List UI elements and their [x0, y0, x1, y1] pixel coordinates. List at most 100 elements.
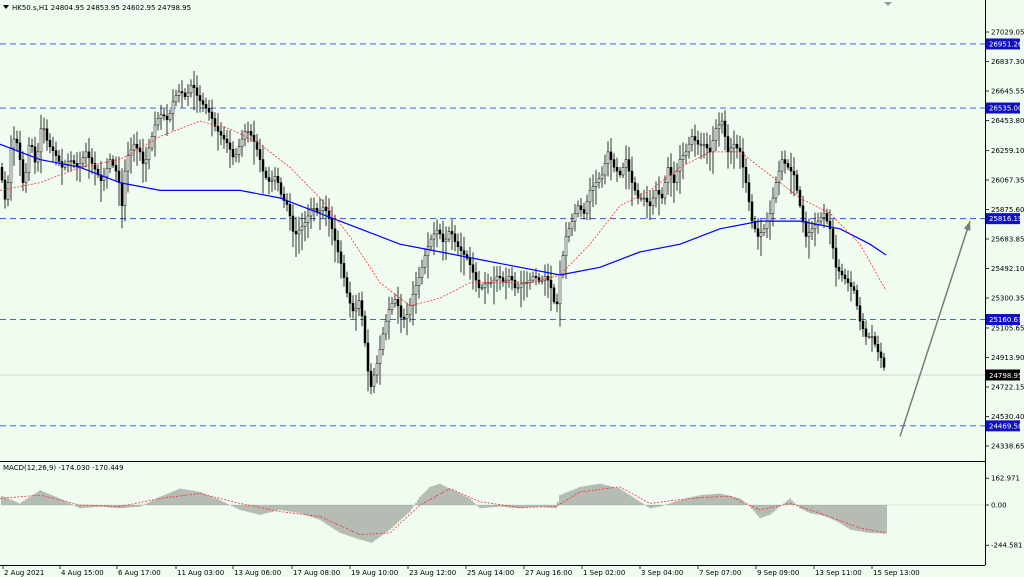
candle-body	[603, 163, 607, 176]
candle-body	[507, 276, 511, 281]
candle-body	[330, 218, 334, 230]
candle-body	[414, 284, 418, 295]
candle-body	[57, 155, 61, 162]
price-level-tag	[986, 102, 1020, 114]
price-level-label: 26535.00	[989, 105, 1022, 113]
candle-body	[594, 182, 598, 187]
time-tick-label: 1 Sep 02:00	[583, 569, 625, 577]
candle-body	[300, 226, 304, 231]
candle-body	[297, 229, 301, 235]
candle-body	[696, 140, 700, 145]
time-tick-label: 25 Aug 14:00	[467, 569, 514, 577]
candle-body	[405, 314, 409, 319]
candle-body	[780, 159, 784, 172]
candle-body	[66, 161, 70, 165]
candle-body	[273, 175, 277, 181]
candle-body	[411, 293, 415, 307]
candle-body	[771, 197, 775, 214]
price-tick-label: 25300.35	[991, 295, 1024, 303]
candle-body	[549, 279, 553, 289]
candle-body	[672, 174, 676, 183]
macd-panel[interactable]	[0, 483, 985, 543]
candle-body	[231, 149, 235, 158]
candle-body	[294, 231, 298, 235]
candle-body	[207, 108, 211, 113]
price-tick-label: 25492.10	[991, 265, 1024, 273]
candle-body	[759, 232, 763, 237]
candle-body	[222, 134, 226, 140]
candle-body	[627, 159, 631, 172]
candle-body	[804, 220, 808, 237]
candle-body	[876, 343, 880, 353]
price-axis[interactable]: 27029.05 26837.30 26645.55 26453.80 26259.10…	[985, 29, 1024, 451]
candle-body	[36, 151, 40, 163]
candle-body	[198, 95, 202, 101]
macd-tick-label: 162.971	[991, 475, 1020, 483]
candle-body	[183, 92, 187, 97]
candle-body	[633, 182, 637, 191]
candle-body	[351, 302, 355, 312]
candle-body	[321, 206, 325, 212]
macd-axis: 162.971 0.00 -244.581	[985, 475, 1022, 550]
price-tick-label: 26645.55	[991, 88, 1024, 96]
price-level-tag	[986, 314, 1020, 326]
candle-body	[753, 220, 757, 230]
candle-body	[474, 272, 478, 281]
time-tick-label: 27 Aug 16:00	[525, 569, 572, 577]
candle-body	[252, 134, 256, 142]
candle-body	[225, 138, 229, 144]
macd-tick-label: -244.581	[991, 542, 1022, 550]
candle-body	[480, 287, 484, 290]
candle-body	[93, 163, 97, 170]
chart-shift-marker-icon[interactable]	[884, 2, 892, 6]
candle-body	[735, 143, 739, 149]
candle-body	[702, 143, 706, 146]
price-panel[interactable]	[0, 43, 985, 437]
time-tick-label: 2 Aug 2021	[4, 569, 44, 577]
candle-body	[531, 276, 535, 281]
price-tick-label: 25105.65	[991, 324, 1024, 332]
symbol-dropdown-icon[interactable]	[3, 5, 9, 9]
candle-body	[96, 168, 100, 176]
candle-body	[624, 159, 628, 168]
candle-body	[579, 205, 583, 210]
price-tick-label: 24722.15	[991, 383, 1024, 391]
price-tick-label: 26067.35	[991, 176, 1024, 184]
candle-body	[201, 100, 205, 105]
candle-body	[828, 220, 832, 230]
candle-body	[279, 182, 283, 195]
time-tick-label: 6 Aug 17:00	[118, 569, 161, 577]
candle-body	[69, 160, 73, 162]
candle-body	[522, 282, 526, 285]
candle-body	[177, 91, 181, 96]
candle-body	[156, 118, 160, 126]
candle-body	[777, 170, 781, 183]
candle-body	[369, 370, 373, 387]
price-tick-label: 24530.40	[991, 413, 1024, 421]
candle-body	[333, 228, 337, 241]
candle-body	[708, 147, 712, 153]
candle-body	[147, 147, 151, 160]
candle-body	[822, 213, 826, 218]
candle-body	[243, 131, 247, 140]
candle-body	[408, 305, 412, 315]
candle-body	[558, 274, 562, 305]
candle-body	[618, 170, 622, 176]
level-tags: 26951.26 26535.00 25816.19 25160.63 24469.58	[986, 38, 1023, 432]
candle-body	[435, 229, 439, 235]
candle-body	[15, 138, 19, 144]
candle-body	[639, 197, 643, 200]
candle-body	[843, 274, 847, 280]
candle-body	[789, 167, 793, 172]
candle-body	[195, 87, 199, 96]
candle-body	[831, 228, 835, 249]
candle-body	[717, 124, 721, 130]
candle-body	[540, 279, 544, 282]
candle-body	[801, 205, 805, 222]
price-level-label: 26951.26	[989, 40, 1023, 48]
candle-body	[762, 228, 766, 233]
candle-body	[621, 167, 625, 176]
projection-arrow[interactable]	[899, 220, 971, 437]
time-axis[interactable]: 2 Aug 2021 4 Aug 15:00 6 Aug 17:00 11 Aug 0…	[2, 565, 920, 577]
